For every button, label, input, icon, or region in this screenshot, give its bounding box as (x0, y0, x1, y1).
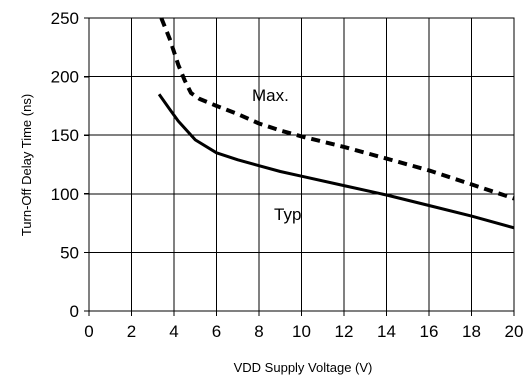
x-tick-label: 4 (169, 322, 178, 341)
x-tick-label: 14 (377, 322, 396, 341)
x-tick-label: 18 (462, 322, 481, 341)
grid-lines (88, 17, 515, 312)
x-tick-label: 0 (84, 322, 93, 341)
y-tick-label: 100 (51, 185, 79, 204)
x-tick-label: 10 (292, 322, 311, 341)
x-tick-label: 20 (505, 322, 524, 341)
y-tick-label: 150 (51, 126, 79, 145)
x-tick-label: 8 (254, 322, 263, 341)
x-tick-label: 2 (127, 322, 136, 341)
typ-series-line (157, 93, 515, 230)
series-lines (157, 17, 515, 230)
y-tick-label: 250 (51, 9, 79, 28)
max-annotation: Max. (252, 86, 289, 105)
y-tick-label: 0 (70, 302, 79, 321)
x-tick-label: 6 (212, 322, 221, 341)
x-axis-label: VDD Supply Voltage (V) (234, 360, 373, 375)
x-tick-label: 12 (335, 322, 354, 341)
typ-annotation: Typ (274, 205, 301, 224)
y-tick-label: 200 (51, 68, 79, 87)
x-tick-label: 16 (420, 322, 439, 341)
max-series-line (159, 17, 515, 201)
y-axis-label: Turn-Off Delay Time (ns) (19, 94, 34, 236)
y-tick-label: 50 (60, 243, 79, 262)
